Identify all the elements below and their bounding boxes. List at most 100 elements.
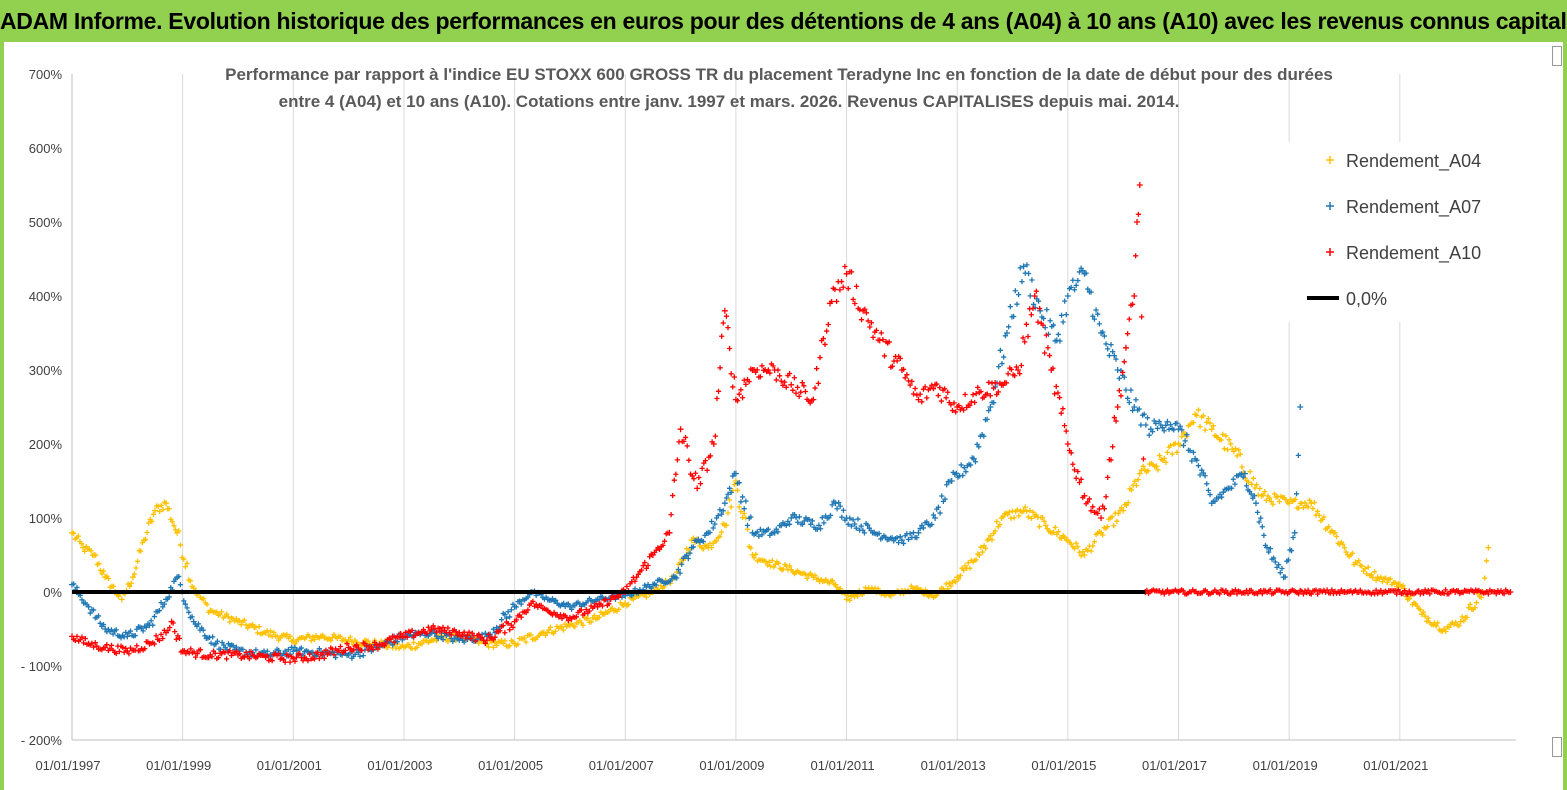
data-point [924,395,930,401]
data-point [1104,524,1110,530]
data-point [573,614,580,620]
data-point [516,598,523,604]
legend-item[interactable]: 0,0% [1307,289,1387,309]
data-point [140,628,146,634]
data-point [1062,298,1068,304]
data-point [398,630,404,637]
data-point [1249,481,1255,487]
data-point [709,439,715,445]
data-point [912,385,918,392]
data-point [1019,509,1025,515]
data-point [1168,422,1174,428]
data-point [937,510,943,516]
data-point [344,652,350,658]
legend-item[interactable]: Rendement_A07 [1326,197,1481,218]
data-point [930,386,937,392]
data-point [862,306,868,312]
data-point [1455,588,1461,594]
data-point [1311,499,1318,506]
data-point [1501,591,1507,597]
data-point [131,571,138,577]
data-point [1073,282,1079,288]
data-point [1131,293,1138,299]
data-point [78,541,85,547]
data-point [414,644,420,650]
data-point [211,642,217,648]
data-point [935,504,941,510]
data-point [674,575,680,581]
data-point [1461,618,1467,624]
data-point [1425,615,1431,621]
data-point [1123,387,1129,393]
data-point [749,552,756,558]
data-point [1464,614,1470,621]
data-point [463,635,469,641]
data-point [700,546,706,552]
data-point [194,650,200,657]
data-point [815,522,822,529]
data-point [1326,524,1332,530]
data-point [156,607,163,614]
data-point [717,365,723,371]
data-point [1068,450,1074,456]
x-tick-label: 01/01/2011 [811,758,875,773]
data-point [70,530,77,536]
data-point [565,618,571,624]
data-point [1063,428,1069,434]
data-point [907,382,913,388]
data-point [855,516,861,522]
data-point [719,333,725,339]
data-point [1125,331,1131,337]
data-point [176,635,183,642]
data-point [1378,574,1384,580]
data-point [1071,545,1078,552]
data-point [1085,286,1091,292]
data-point [116,648,123,655]
data-point [293,647,300,653]
data-point [1056,394,1063,401]
data-point [160,507,166,513]
data-point [943,581,949,587]
data-point [427,628,433,634]
data-point [848,523,855,529]
data-point [201,596,207,602]
data-point [1108,342,1114,348]
resize-handle-bottom[interactable] [1552,737,1562,757]
data-point [311,656,318,662]
data-point [699,465,705,471]
data-point [513,604,519,610]
data-point [507,643,513,649]
data-point [289,638,295,644]
data-point [1117,507,1123,514]
data-point [765,526,771,532]
data-point [1064,293,1071,299]
y-tick-label: - 100% [21,659,63,674]
data-point [1022,339,1028,345]
legend-item[interactable]: Rendement_A10 [1326,243,1481,264]
data-point [687,550,693,556]
data-point [808,521,814,527]
data-point [814,365,820,372]
data-point [69,633,75,640]
data-point [1359,563,1365,569]
resize-handle-top[interactable] [1552,46,1562,66]
y-tick-label: 400% [29,289,63,304]
data-point [1040,322,1046,328]
data-point [352,651,358,657]
data-point [396,634,402,641]
data-point [528,632,534,638]
data-point [1232,445,1239,452]
data-point [744,522,751,528]
data-point [802,571,809,577]
data-point [949,407,956,414]
data-point [171,523,177,529]
data-point [910,529,917,536]
data-point [1215,495,1221,501]
data-point [311,636,318,643]
data-point [809,397,815,403]
legend-item[interactable]: Rendement_A04 [1326,151,1481,172]
data-point [1169,451,1175,457]
data-point [953,579,959,585]
data-point [842,517,848,523]
data-point [274,633,280,639]
